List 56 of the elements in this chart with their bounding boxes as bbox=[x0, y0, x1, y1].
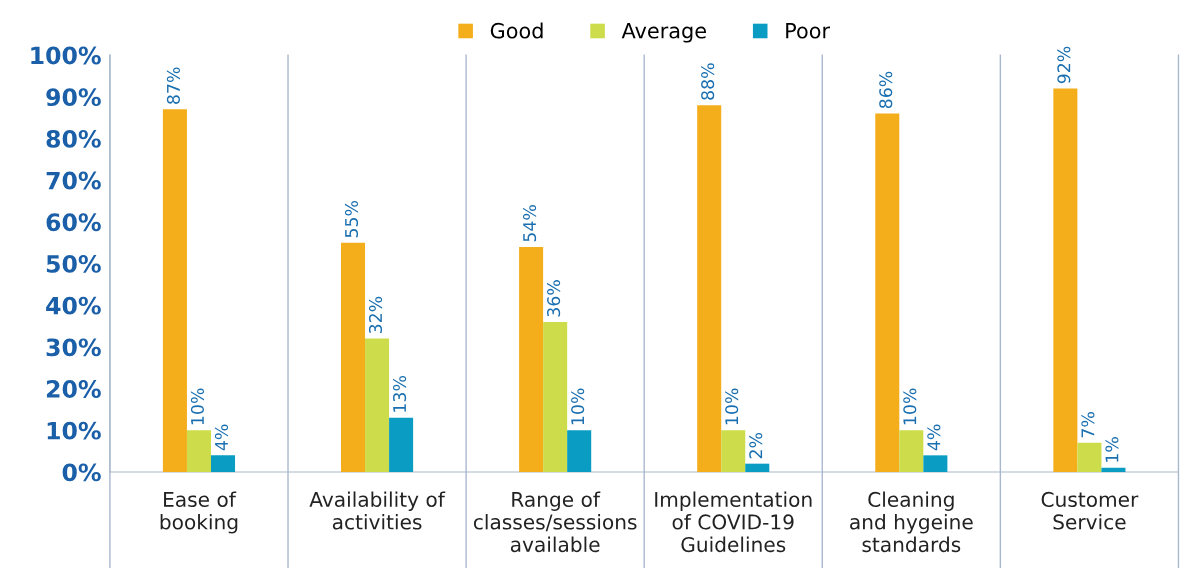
text: 1% bbox=[1105, 437, 1119, 462]
bar bbox=[567, 430, 592, 473]
y-tick-label: 100% bbox=[31, 46, 101, 65]
text: 86% bbox=[879, 71, 893, 109]
bar bbox=[162, 109, 187, 473]
text: 10% bbox=[190, 388, 205, 425]
y-tick-label: 60% bbox=[46, 213, 101, 232]
bar bbox=[721, 430, 746, 473]
y-tick-label: 30% bbox=[46, 338, 101, 357]
y-tick-label: 20% bbox=[46, 380, 101, 398]
legend-label: Poor bbox=[786, 23, 831, 39]
bar bbox=[365, 338, 390, 473]
legend-label: Good bbox=[490, 22, 543, 39]
legend-label: Average bbox=[621, 23, 706, 43]
y-tick-label: 80% bbox=[46, 129, 101, 148]
bar bbox=[875, 113, 900, 473]
bar bbox=[1053, 88, 1078, 473]
bar bbox=[186, 430, 211, 473]
y-tick-label: 70% bbox=[46, 171, 101, 190]
text: 32% bbox=[368, 296, 383, 334]
text: 10% bbox=[903, 388, 917, 425]
text: 2% bbox=[749, 432, 763, 459]
x-tick-label: Ease of booking bbox=[160, 491, 238, 534]
x-tick-label: Implementation of COVID-19 Guidelines bbox=[655, 491, 812, 553]
text: 92% bbox=[1057, 46, 1071, 84]
text: 54% bbox=[523, 205, 537, 242]
text: 55% bbox=[344, 200, 359, 238]
bar bbox=[519, 246, 544, 473]
text: 13% bbox=[393, 376, 407, 412]
y-tick-label: 90% bbox=[46, 88, 101, 107]
text: 36% bbox=[547, 280, 561, 317]
bar bbox=[697, 105, 722, 473]
text: 88% bbox=[701, 63, 715, 100]
bar bbox=[899, 430, 924, 473]
x-tick-label: Availability of activities bbox=[309, 491, 446, 530]
bar bbox=[389, 417, 414, 473]
y-tick-label: 10% bbox=[47, 421, 101, 440]
bar bbox=[923, 455, 948, 473]
bar bbox=[210, 455, 236, 473]
x-tick-label: Range of classes/sessions available bbox=[473, 491, 637, 553]
bar bbox=[1101, 467, 1126, 473]
bar bbox=[745, 463, 770, 473]
text: 87% bbox=[166, 67, 180, 104]
bar bbox=[341, 242, 366, 473]
y-tick-label: 50% bbox=[46, 255, 101, 273]
bar bbox=[543, 321, 568, 473]
text: 4% bbox=[927, 424, 941, 451]
x-tick-label: Customer Service bbox=[1041, 491, 1139, 530]
x-tick-label: Cleaning and hygeine standards bbox=[850, 491, 973, 553]
text: 7% bbox=[1081, 412, 1095, 438]
y-tick-label: 0% bbox=[62, 463, 101, 482]
y-tick-label: 40% bbox=[46, 296, 101, 315]
bar bbox=[1077, 442, 1102, 473]
text: 4% bbox=[214, 424, 229, 451]
text: 10% bbox=[571, 388, 585, 425]
text: 10% bbox=[725, 388, 739, 425]
